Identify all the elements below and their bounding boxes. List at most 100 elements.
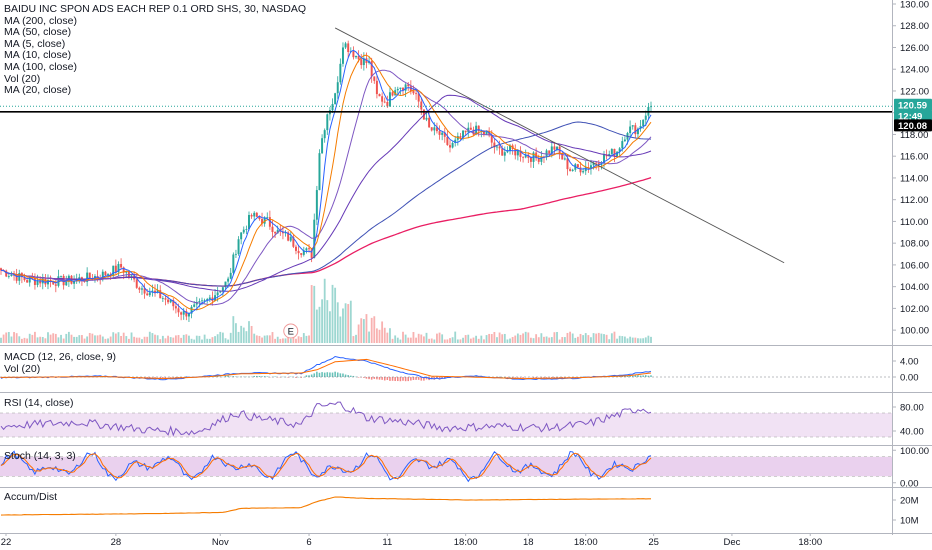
volume-bar: [480, 335, 483, 343]
candle-body: [336, 82, 339, 94]
volume-bar: [20, 338, 23, 343]
volume-bar: [190, 338, 193, 343]
candle-body: [0, 268, 2, 271]
volume-bar: [151, 333, 154, 343]
volume-bar: [425, 332, 428, 343]
candle-body: [172, 299, 175, 307]
volume-bar: [360, 318, 363, 343]
volume-bar: [300, 337, 303, 343]
stoch-tick-label: 0.00: [900, 478, 919, 489]
candle-body: [297, 250, 300, 254]
candle-body: [28, 277, 31, 283]
candle-body: [164, 298, 167, 300]
volume-bar: [603, 334, 605, 343]
macd-hist-bar: [232, 376, 235, 377]
macd-hist-bar: [350, 375, 352, 377]
candle-body: [23, 277, 26, 281]
macd-label: MACD (12, 26, close, 9): [4, 351, 117, 363]
earnings-marker-label: E: [288, 327, 294, 338]
macd-hist-bar: [300, 377, 302, 378]
volume-bars: [0, 278, 652, 343]
candle-body: [122, 267, 125, 273]
volume-bar: [67, 331, 70, 343]
volume-bar: [548, 337, 551, 343]
candle-body: [642, 119, 645, 126]
macd-hist-bar: [378, 377, 381, 380]
candle-body: [449, 145, 451, 148]
macd-hist-bar: [263, 376, 266, 377]
macd-signal-line: [1, 358, 652, 380]
volume-bar: [318, 306, 321, 343]
volume-bar: [647, 335, 650, 343]
legend-vol: Vol (20): [4, 72, 41, 85]
candle-body: [302, 250, 305, 255]
volume-bar: [501, 334, 504, 343]
volume-bar: [266, 335, 269, 343]
macd-hist-bar: [433, 377, 436, 380]
candle-body: [409, 86, 412, 91]
macd-hist-bar: [438, 377, 441, 380]
stoch-label: Stoch (14, 3, 3): [4, 450, 76, 462]
candle-body: [383, 101, 386, 103]
volume-bar: [511, 336, 514, 343]
macd-hist-bar: [164, 377, 167, 379]
volume-bar: [216, 334, 219, 343]
volume-bar: [545, 336, 548, 343]
candle-body: [488, 131, 491, 136]
candle-body: [435, 127, 438, 132]
volume-bar: [449, 338, 451, 343]
volume-bar: [237, 331, 240, 343]
volume-bar: [527, 332, 530, 343]
price-tick-label: 124.00: [900, 65, 929, 76]
volume-bar: [456, 339, 459, 343]
macd-hist-bar: [637, 375, 639, 377]
volume-bar: [114, 333, 117, 343]
volume-bar: [496, 337, 498, 343]
volume-bar: [224, 338, 227, 343]
candle-body: [589, 165, 592, 169]
macd-hist-bar: [368, 377, 370, 380]
candle-body: [428, 117, 431, 128]
candle-body: [261, 219, 264, 224]
candle-body: [148, 292, 151, 296]
volume-bar: [516, 333, 519, 343]
volume-bar: [73, 336, 76, 343]
volume-bar: [349, 300, 352, 343]
candle-body: [159, 290, 162, 299]
volume-bar: [13, 332, 15, 343]
candle-body: [101, 271, 104, 280]
volume-bar: [138, 337, 141, 343]
volume-bar: [373, 316, 376, 343]
volume-bar: [268, 335, 271, 343]
volume-bar: [107, 338, 109, 343]
volume-bar: [355, 334, 357, 343]
macd-hist-bar: [334, 371, 336, 377]
candle-body: [120, 263, 123, 268]
macd-hist-bar: [634, 375, 637, 377]
candle-body: [561, 153, 564, 160]
macd-hist-bar: [274, 376, 276, 377]
candle-body: [5, 270, 8, 277]
volume-bar: [208, 338, 211, 343]
volume-bar: [143, 336, 146, 343]
main-legend: BAIDU INC SPON ADS EACH REP 0.1 ORD SHS,…: [4, 3, 306, 97]
macd-hist-bar: [410, 377, 412, 381]
volume-bar: [28, 333, 31, 343]
volume-bar: [561, 337, 564, 343]
macd-hist-bar: [216, 375, 219, 377]
volume-bar: [289, 338, 292, 343]
candle-body: [579, 167, 582, 173]
candle-body: [603, 154, 606, 164]
candle-body: [514, 149, 517, 156]
price-tick-label: 116.00: [900, 152, 928, 163]
candle-body: [399, 87, 402, 89]
candle-body: [402, 87, 404, 91]
candle-body: [639, 125, 642, 129]
time-tick-label: 18:00: [574, 537, 598, 548]
volume-bar: [201, 339, 203, 343]
macd-hist-bar: [553, 377, 556, 378]
volume-bar: [472, 337, 475, 343]
volume-bar: [467, 334, 470, 343]
volume-bar: [292, 336, 295, 343]
